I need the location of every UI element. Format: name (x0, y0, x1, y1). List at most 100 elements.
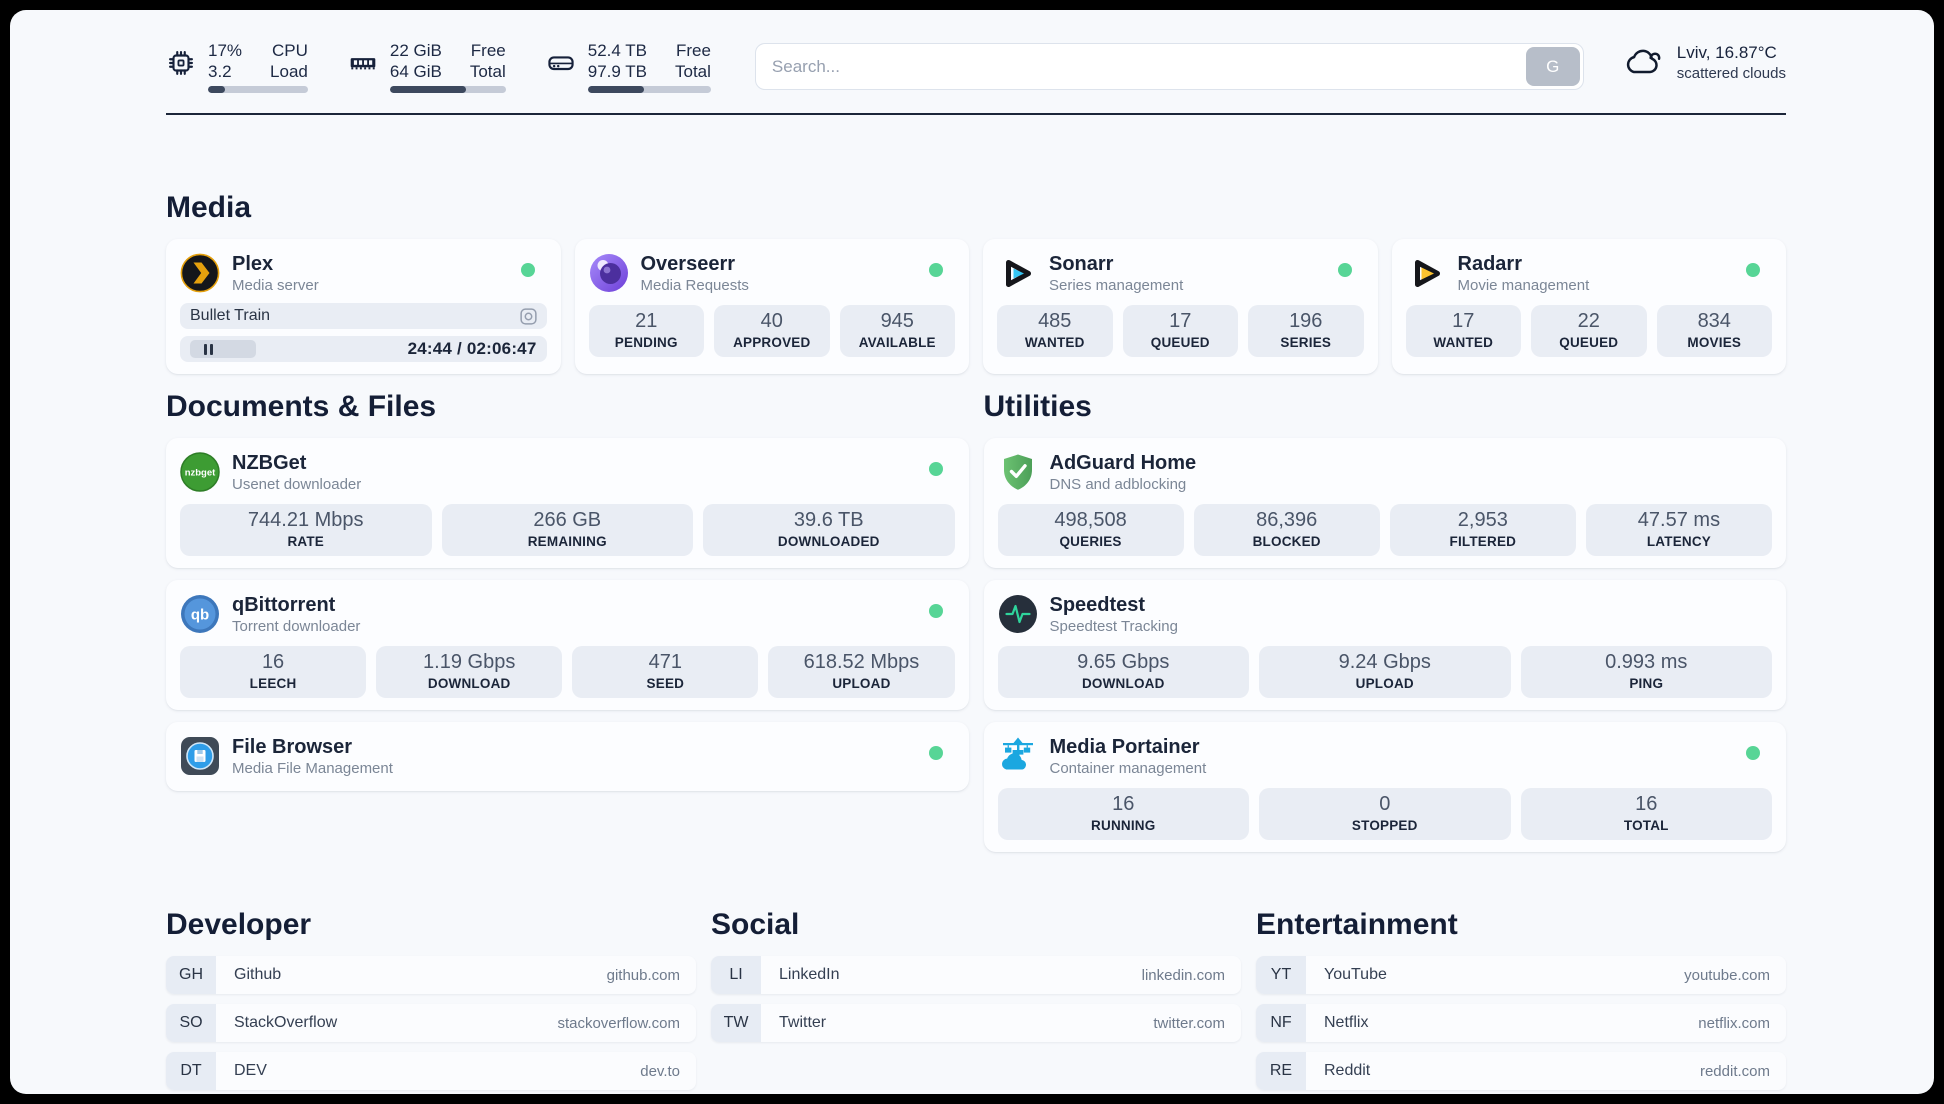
service-card-qbittorrent[interactable]: qb qBittorrent Torrent downloader 16 LEECH 1.… (166, 580, 969, 710)
bookmark-url: netflix.com (1698, 1014, 1770, 1032)
service-description: Media File Management (232, 759, 393, 777)
section-title-entertainment: Entertainment (1256, 908, 1458, 941)
service-card-nzbget[interactable]: nzbget NZBGet Usenet downloader 744.21 Mbps… (166, 438, 969, 568)
cpu-widget: 17% CPU 3.2 Load (166, 40, 308, 93)
stat-label: BLOCKED (1252, 534, 1321, 549)
memory-total-label: Total (469, 62, 506, 81)
bookmark-abbr: TW (711, 1004, 761, 1042)
stat-row: 9.65 Gbps DOWNLOAD 9.24 Gbps UPLOAD 0.993 ms… (997, 646, 1772, 698)
status-online-dot (1337, 263, 1352, 277)
stat-available: 945 AVAILABLE (839, 305, 955, 357)
middle-columns: Documents & Files nzbget NZBGet Usenet dow… (166, 390, 1786, 852)
stat-rate: 744.21 Mbps RATE (180, 504, 432, 556)
stat-value: 196 (1289, 310, 1323, 332)
bookmark-twitter[interactable]: TW Twitter twitter.com (711, 1004, 1241, 1042)
service-name: File Browser (232, 735, 353, 758)
nzbget-icon: nzbget (180, 452, 220, 492)
bookmark-group-developer: Developer GH Github github.com SO StackOverfl… (166, 908, 696, 1090)
service-card-speedtest[interactable]: Speedtest Speedtest Tracking 9.65 Gbps DOWN… (983, 580, 1786, 710)
service-name: Speedtest (1049, 593, 1146, 616)
adguard-icon (998, 452, 1038, 492)
overseerr-icon (589, 253, 629, 293)
service-card-radarr[interactable]: Radarr Movie management 17 WANTED 22 QUEUED 83… (1391, 239, 1786, 374)
disk-total-value: 97.9 TB (587, 62, 647, 81)
bookmark-reddit[interactable]: RE Reddit reddit.com (1256, 1052, 1786, 1090)
stat-upload: 618.52 Mbps UPLOAD (768, 646, 955, 698)
stat-row: 744.21 Mbps RATE 266 GB REMAINING 39.6 TB DOW… (180, 504, 955, 556)
status-online-dot (928, 604, 943, 618)
disk-total-label: Total (675, 62, 711, 81)
bookmark-url: reddit.com (1699, 1062, 1770, 1080)
service-card-overseerr[interactable]: Overseerr Media Requests 21 PENDING 40 APPROV… (574, 239, 969, 374)
weather-condition: scattered clouds (1676, 65, 1786, 82)
media-card-grid: Plex Media server Bullet Train 24:44 / 02:0… (166, 239, 1786, 374)
cpu-icon (166, 48, 196, 93)
service-name: Overseerr (640, 252, 736, 275)
service-card-media-portainer[interactable]: Media Portainer Container management 16 RUN… (983, 722, 1786, 852)
service-card-header: nzbget NZBGet Usenet downloader (180, 449, 955, 495)
service-description: Series management (1049, 276, 1184, 294)
cloud-icon (1622, 45, 1664, 79)
service-card-sonarr[interactable]: Sonarr Series management 485 WANTED 17 QUEUED… (983, 239, 1378, 374)
dashboard-page: 17% CPU 3.2 Load 22 GiB Free (10, 10, 1934, 1094)
section-title-utilities: Utilities (983, 390, 1092, 423)
svg-text:nzbget: nzbget (185, 467, 216, 478)
weather-summary: Lviv, 16.87°C (1676, 43, 1777, 62)
cpu-load-label: Load (270, 62, 308, 81)
bookmark-abbr: SO (166, 1004, 216, 1042)
bookmark-netflix[interactable]: NF Netflix netflix.com (1256, 1004, 1786, 1042)
stat-filtered: 2,953 FILTERED (1389, 504, 1576, 556)
bookmark-linkedin[interactable]: LI LinkedIn linkedin.com (711, 956, 1241, 994)
service-card-header: qb qBittorrent Torrent downloader (180, 591, 955, 637)
search-input[interactable] (754, 43, 1584, 90)
stat-label: RUNNING (1091, 818, 1156, 833)
stat-row: 16 RUNNING 0 STOPPED 16 TOTAL (997, 788, 1772, 840)
bookmark-name: Github (234, 966, 282, 983)
stat-label: WANTED (1024, 335, 1085, 350)
bookmark-url: dev.to (640, 1062, 680, 1080)
bookmark-list: LI LinkedIn linkedin.com TW Twitter twitter.c… (711, 956, 1241, 1042)
stat-label: QUEUED (1559, 335, 1619, 350)
stat-value: 86,396 (1256, 509, 1318, 531)
stat-label: PENDING (614, 335, 678, 350)
bookmark-youtube[interactable]: YT YouTube youtube.com (1256, 956, 1786, 994)
search-form: G (754, 43, 1584, 90)
bookmark-name: DEV (234, 1062, 267, 1079)
service-card-file-browser[interactable]: File Browser Media File Management (166, 722, 969, 791)
stat-latency: 47.57 ms LATENCY (1585, 504, 1772, 556)
service-card-adguard-home[interactable]: AdGuard Home DNS and adblocking 498,508 QUE… (983, 438, 1786, 568)
bookmark-list: YT YouTube youtube.com NF Netflix netflix.com… (1256, 956, 1786, 1090)
stat-remaining: 266 GB REMAINING (441, 504, 693, 556)
stat-series: 196 SERIES (1248, 305, 1364, 357)
bookmark-dev[interactable]: DT DEV dev.to (166, 1052, 696, 1090)
stat-value: 9.24 Gbps (1338, 651, 1431, 673)
bookmark-name: Netflix (1324, 1014, 1369, 1031)
status-online-dot (928, 746, 943, 760)
service-description: DNS and adblocking (1049, 475, 1187, 493)
stat-download: 9.65 Gbps DOWNLOAD (997, 646, 1249, 698)
filebrowser-icon (180, 736, 220, 776)
pause-button[interactable] (190, 340, 256, 358)
disk-widget: 52.4 TB Free 97.9 TB Total (546, 40, 711, 93)
stat-label: RATE (287, 534, 325, 549)
stat-label: DOWNLOAD (1081, 676, 1165, 691)
cpu-load-value: 3.2 (208, 62, 232, 81)
stat-value: 0 (1379, 793, 1391, 815)
service-card-plex[interactable]: Plex Media server Bullet Train 24:44 / 02:0… (166, 239, 561, 374)
session-view-icon[interactable] (519, 307, 537, 325)
stat-label: REMAINING (527, 534, 607, 549)
bookmark-github[interactable]: GH Github github.com (166, 956, 696, 994)
bookmark-columns: Developer GH Github github.com SO StackOverfl… (166, 908, 1786, 1090)
search-provider-button[interactable]: G (1525, 47, 1580, 86)
memory-icon (348, 48, 378, 93)
bookmark-stackoverflow[interactable]: SO StackOverflow stackoverflow.com (166, 1004, 696, 1042)
stat-value: 945 (880, 310, 914, 332)
section-media: Media Plex Media server Bullet Train 24:44 … (166, 191, 1786, 374)
stat-row: 16 LEECH 1.19 Gbps DOWNLOAD 471 SEED 618.52 Mb… (180, 646, 955, 698)
bookmark-abbr: YT (1256, 956, 1306, 994)
status-online-dot (1746, 263, 1760, 277)
stat-value: 0.993 ms (1605, 651, 1688, 673)
stat-label: LATENCY (1646, 534, 1712, 549)
bookmark-url: twitter.com (1153, 1014, 1225, 1032)
stat-row: 17 WANTED 22 QUEUED 834 MOVIES (1405, 305, 1772, 357)
